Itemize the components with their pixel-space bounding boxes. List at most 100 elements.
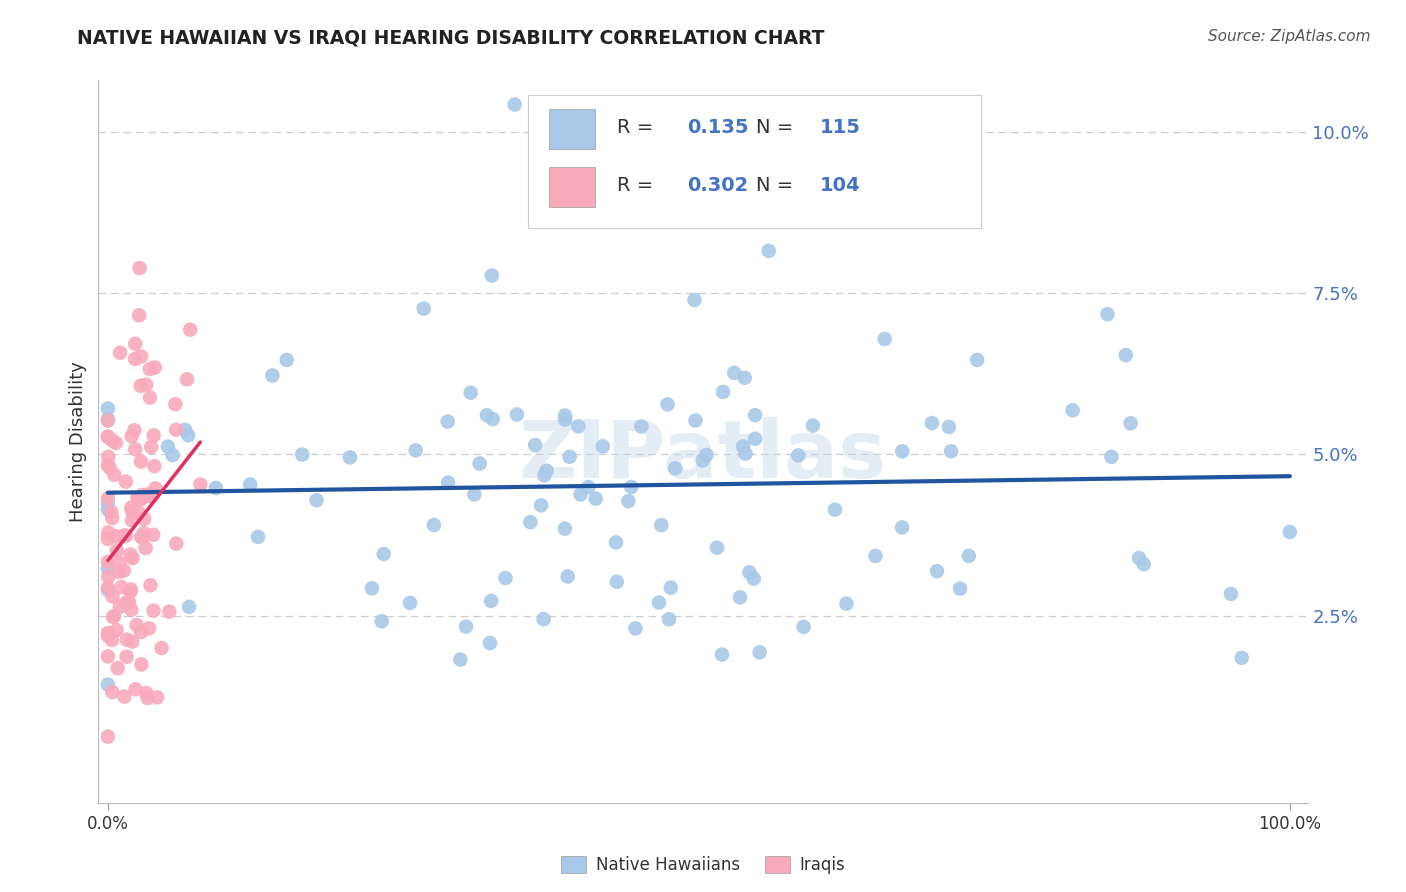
- Point: [787, 449, 810, 463]
- Point: [101, 610, 124, 624]
- Text: 104: 104: [820, 176, 860, 194]
- Point: [865, 549, 887, 563]
- Point: [478, 636, 501, 650]
- Point: [139, 490, 162, 504]
- Point: [142, 604, 165, 618]
- Point: [121, 504, 143, 518]
- Point: [412, 301, 434, 316]
- Point: [115, 649, 138, 664]
- Text: Source: ZipAtlas.com: Source: ZipAtlas.com: [1208, 29, 1371, 44]
- Point: [156, 440, 179, 454]
- Point: [138, 487, 160, 501]
- Point: [1132, 557, 1154, 571]
- Point: [124, 423, 146, 437]
- Point: [129, 454, 152, 468]
- Point: [620, 480, 643, 494]
- Point: [101, 632, 124, 647]
- Point: [1115, 348, 1137, 362]
- Point: [110, 580, 132, 594]
- Point: [648, 595, 671, 609]
- Point: [120, 548, 142, 562]
- Point: [519, 515, 541, 529]
- Point: [592, 439, 614, 453]
- Point: [146, 690, 169, 705]
- Point: [1219, 587, 1241, 601]
- Point: [101, 434, 124, 448]
- Point: [97, 626, 120, 640]
- Point: [1099, 450, 1122, 464]
- Point: [124, 682, 146, 697]
- Point: [305, 493, 328, 508]
- Point: [361, 582, 384, 596]
- Point: [630, 419, 652, 434]
- Point: [711, 384, 734, 399]
- Point: [141, 440, 163, 454]
- Point: [131, 530, 153, 544]
- Point: [120, 584, 142, 599]
- Point: [468, 457, 491, 471]
- Point: [124, 337, 146, 351]
- Point: [793, 620, 815, 634]
- Point: [475, 409, 498, 423]
- Point: [495, 571, 517, 585]
- Point: [135, 541, 157, 555]
- Point: [339, 450, 361, 465]
- Point: [131, 657, 153, 672]
- Point: [262, 368, 284, 383]
- Point: [558, 450, 581, 464]
- Point: [124, 351, 146, 366]
- Point: [569, 487, 592, 501]
- Point: [891, 444, 914, 458]
- Point: [107, 661, 129, 675]
- Point: [239, 477, 262, 491]
- Point: [97, 458, 120, 473]
- Point: [129, 350, 152, 364]
- Point: [127, 491, 149, 505]
- Point: [142, 428, 165, 442]
- Point: [108, 599, 131, 614]
- Point: [437, 475, 460, 490]
- Point: [128, 261, 150, 276]
- Point: [742, 572, 765, 586]
- Point: [128, 309, 150, 323]
- Point: [695, 448, 717, 462]
- Point: [371, 615, 394, 629]
- Point: [706, 541, 728, 555]
- Point: [177, 599, 200, 614]
- Point: [105, 543, 128, 558]
- Point: [734, 447, 756, 461]
- Bar: [550, 109, 595, 149]
- Point: [449, 652, 471, 666]
- Point: [606, 574, 628, 589]
- Point: [557, 569, 579, 583]
- Point: [524, 438, 547, 452]
- Point: [145, 482, 167, 496]
- Point: [150, 641, 173, 656]
- Point: [157, 605, 180, 619]
- Point: [120, 582, 142, 597]
- Point: [115, 596, 138, 610]
- Point: [97, 491, 120, 506]
- Point: [139, 362, 162, 376]
- Point: [103, 609, 125, 624]
- Point: [97, 430, 120, 444]
- Point: [129, 530, 152, 544]
- Point: [124, 442, 146, 457]
- Point: [1097, 307, 1119, 321]
- Point: [131, 488, 153, 502]
- Point: [105, 529, 128, 543]
- Point: [97, 412, 120, 426]
- Point: [118, 595, 141, 609]
- Point: [143, 459, 166, 474]
- Point: [108, 345, 131, 359]
- Point: [97, 629, 120, 643]
- Point: [142, 487, 165, 501]
- Point: [129, 492, 152, 507]
- Point: [120, 603, 142, 617]
- Point: [479, 594, 502, 608]
- Point: [460, 385, 482, 400]
- Point: [103, 467, 125, 482]
- Point: [97, 582, 120, 597]
- Point: [291, 448, 314, 462]
- Point: [554, 412, 576, 426]
